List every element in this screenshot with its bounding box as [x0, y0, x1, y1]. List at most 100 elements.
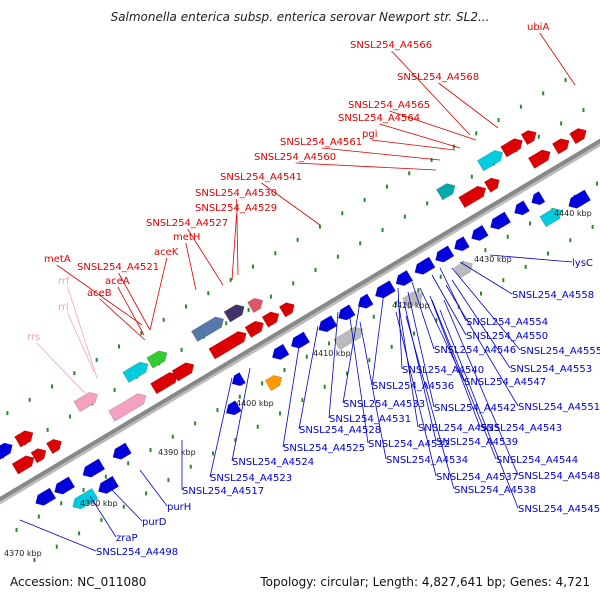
gene-feature: [520, 130, 537, 146]
leader-line: [371, 139, 456, 151]
gene-feature: [191, 316, 224, 342]
leader-line: [445, 284, 519, 407]
gene-arrow: [531, 191, 546, 206]
leader-line: [185, 242, 197, 291]
track-dot: [564, 78, 567, 83]
track-dot: [301, 398, 304, 403]
track-dot: [403, 214, 406, 219]
gene-arrow: [569, 128, 587, 145]
gene-feature: [453, 261, 473, 279]
gene-arrow: [333, 326, 363, 351]
track-dot: [292, 281, 295, 286]
gene-feature: [483, 177, 500, 193]
track-dot: [269, 294, 272, 299]
leader-line: [342, 301, 361, 404]
gene-label: SNSL254_A4550: [466, 331, 548, 342]
track-dot: [118, 344, 121, 349]
gene-arrow: [395, 270, 414, 287]
track-dot: [346, 371, 349, 376]
gene-label: SNSL254_A4566: [350, 40, 432, 51]
leader-line: [443, 299, 519, 476]
gene-feature: [208, 331, 247, 360]
track-dot: [524, 264, 527, 269]
gene-label: SNSL254_A4530: [195, 188, 277, 199]
leader-line: [231, 213, 237, 281]
track-dot: [256, 424, 259, 429]
genome-backbone: [0, 138, 600, 502]
gene-label: SNSL254_A4523: [210, 473, 292, 484]
track-dot: [238, 394, 241, 399]
track-dot: [6, 411, 9, 416]
leader-line: [149, 257, 168, 331]
leader-line: [99, 298, 146, 341]
leader-line: [411, 281, 435, 350]
track-dot: [60, 501, 63, 506]
track-dot: [78, 531, 81, 536]
gene-feature: [171, 362, 195, 382]
gene-label: SNSL254_A4543: [480, 423, 562, 434]
leader-line: [19, 519, 97, 552]
gene-arrow: [414, 256, 436, 275]
gene-feature: [54, 476, 76, 495]
gene-label: metH: [173, 232, 200, 243]
track-dot: [596, 181, 599, 186]
tick-label: 4430 kbp: [474, 255, 512, 264]
track-dot: [37, 514, 40, 519]
gene-arrow: [477, 150, 504, 172]
gene-feature: [247, 298, 263, 314]
gene-label: metA: [44, 254, 71, 265]
leader-line: [405, 315, 455, 490]
gene-feature: [290, 331, 311, 349]
track-dot: [426, 201, 429, 206]
track-dot: [104, 474, 107, 479]
track-dot: [162, 317, 165, 322]
track-dot: [323, 384, 326, 389]
track-dot: [408, 171, 411, 176]
gene-feature: [375, 280, 396, 299]
track-dot: [122, 504, 125, 509]
leader-line: [403, 301, 437, 442]
leader-line: [295, 162, 437, 171]
track-dot: [519, 104, 522, 109]
gene-arrow: [290, 331, 311, 349]
gene-label: SNSL254_A4545: [518, 504, 600, 515]
gene-label: SNSL254_A4553: [510, 364, 592, 375]
gene-label: SNSL254_A4555: [520, 346, 600, 357]
gene-label: SNSL254_A4558: [512, 290, 594, 301]
track-dot: [46, 427, 49, 432]
leader-line: [371, 291, 385, 386]
leader-line: [439, 309, 519, 509]
gene-label: SNSL254_A4536: [372, 381, 454, 392]
gene-arrow: [46, 439, 62, 455]
track-dot: [560, 121, 563, 126]
leader-line: [261, 182, 321, 226]
track-dot: [149, 447, 152, 452]
gene-label: SNSL254_A4524: [232, 457, 314, 468]
gene-label: SNSL254_A4517: [182, 486, 264, 497]
gene-feature: [500, 138, 523, 158]
track-dot: [479, 291, 482, 296]
track-dot: [569, 238, 572, 243]
gene-arrow: [30, 448, 47, 464]
track-dot: [413, 331, 416, 336]
track-dot: [55, 544, 58, 549]
track-dot: [502, 278, 505, 283]
gene-arrow: [223, 304, 245, 323]
gene-feature: [122, 361, 149, 383]
track-dot: [314, 267, 317, 272]
track-dot: [439, 274, 442, 279]
track-dot: [328, 341, 331, 346]
track-dot: [497, 117, 500, 122]
leader-line: [397, 299, 419, 428]
track-dot: [435, 318, 438, 323]
gene-arrow: [98, 475, 120, 494]
gene-arrow: [0, 442, 13, 461]
leader-line: [117, 286, 145, 336]
gene-feature: [261, 311, 280, 328]
track-dot: [229, 277, 232, 282]
track-dot: [417, 288, 420, 293]
gene-feature: [414, 256, 436, 275]
gene-feature: [357, 293, 374, 309]
gene-feature: [527, 149, 551, 169]
gene-arrow: [171, 362, 195, 382]
